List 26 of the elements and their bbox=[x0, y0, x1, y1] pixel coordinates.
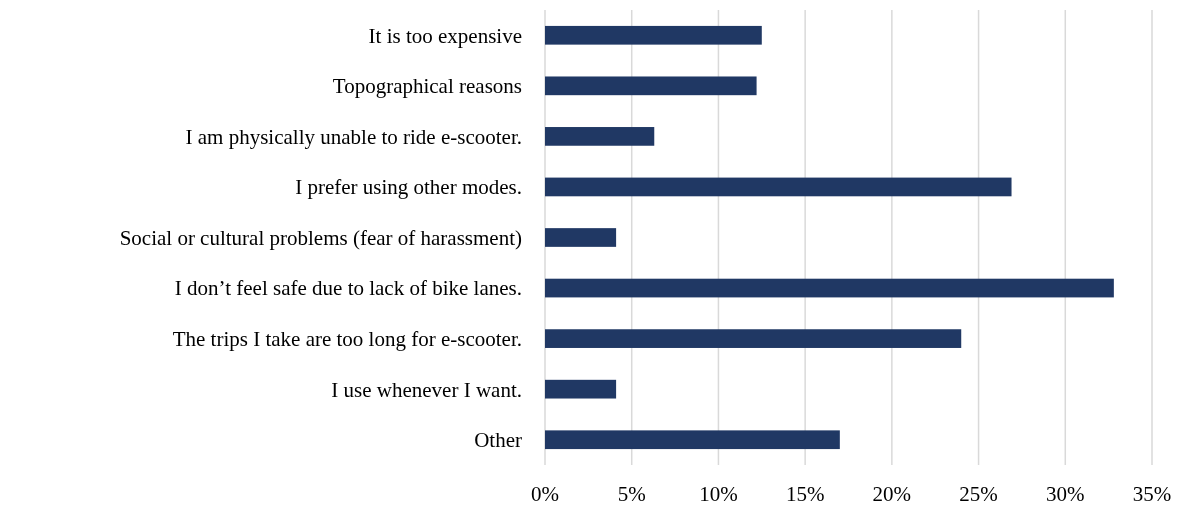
y-tick-label: Social or cultural problems (fear of harassment) bbox=[119, 225, 522, 250]
bar bbox=[545, 76, 757, 96]
bar bbox=[545, 228, 617, 247]
y-tick-label: Topographical reasons bbox=[332, 74, 522, 99]
x-tick-label: 20% bbox=[872, 482, 912, 506]
bar bbox=[545, 278, 1114, 298]
x-tick-label: 15% bbox=[785, 482, 825, 506]
bar bbox=[545, 379, 617, 399]
bar bbox=[545, 430, 840, 450]
x-tick-label: 35% bbox=[1132, 482, 1172, 506]
y-tick-label: The trips I take are too long for e-scooter. bbox=[172, 326, 522, 351]
y-tick-label: I prefer using other modes. bbox=[295, 175, 522, 200]
y-tick-label: Other bbox=[474, 428, 522, 453]
x-tick-label: 0% bbox=[531, 482, 559, 506]
y-tick-label: It is too expensive bbox=[368, 23, 522, 48]
bar bbox=[545, 127, 655, 146]
bar bbox=[545, 177, 1012, 197]
x-tick-label: 25% bbox=[959, 482, 998, 506]
bar bbox=[545, 25, 762, 45]
y-tick-label: I am physically unable to ride e-scooter. bbox=[185, 124, 522, 149]
bar bbox=[545, 329, 962, 348]
y-tick-label: I use whenever I want. bbox=[331, 377, 522, 402]
y-tick-label: I don’t feel safe due to lack of bike lanes. bbox=[174, 276, 522, 301]
x-tick-label: 30% bbox=[1046, 482, 1085, 506]
x-tick-label: 10% bbox=[699, 482, 738, 506]
x-tick-label: 5% bbox=[617, 482, 646, 506]
